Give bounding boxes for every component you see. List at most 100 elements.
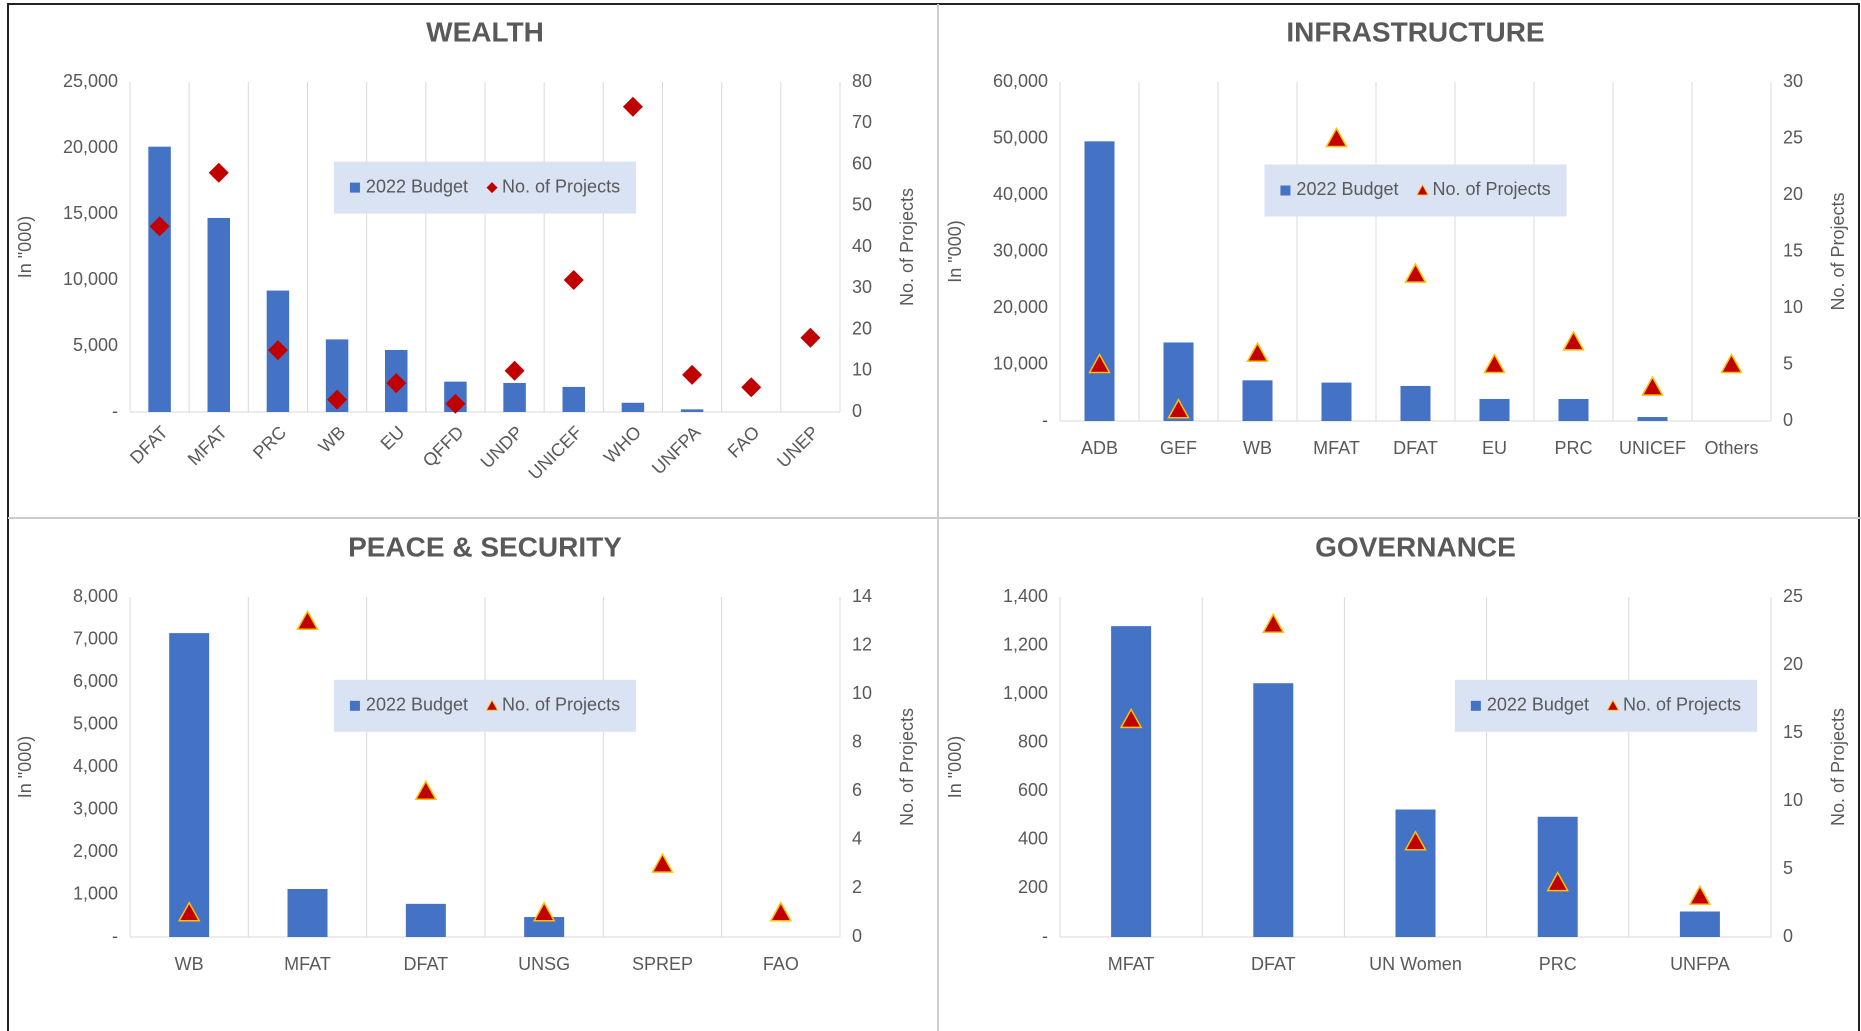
- bar: [503, 382, 526, 412]
- y2-tick-label: 10: [1783, 297, 1803, 317]
- y2-tick-label: 8: [852, 731, 862, 751]
- y2-axis-title: No. of Projects: [897, 188, 917, 306]
- x-tick-label: MFAT: [1108, 954, 1155, 974]
- y2-tick-label: 25: [1783, 586, 1803, 606]
- y-tick-label: 15,000: [63, 203, 118, 223]
- y-tick-label: 20,000: [63, 137, 118, 157]
- x-tick-label: UNICEF: [524, 422, 586, 484]
- legend: 2022 Budget No. of Projects: [333, 161, 637, 214]
- marker: [1688, 884, 1712, 905]
- y2-tick-label: 30: [852, 277, 872, 297]
- chart-title: GOVERNANCE: [1315, 531, 1516, 562]
- x-tick-label: FAO: [724, 422, 764, 462]
- y2-axis-title: No. of Projects: [1828, 708, 1848, 826]
- x-tick-label: EU: [377, 422, 409, 454]
- legend-swatch: [1470, 700, 1481, 711]
- x-tick-label: MFAT: [284, 954, 331, 974]
- legend-label: No. of Projects: [502, 695, 620, 715]
- x-tick-label: EU: [1482, 438, 1507, 458]
- y-tick-label: 800: [1018, 731, 1048, 751]
- y2-tick-label: 2: [852, 877, 862, 897]
- bar: [1253, 683, 1294, 937]
- chart-panel: INFRASTRUCTURE - 10,000 20,000 30,000 40,000 5…: [945, 16, 1848, 458]
- y2-tick-label: 0: [852, 401, 862, 421]
- y2-tick-label: 60: [852, 153, 872, 173]
- y-tick-label: 600: [1018, 780, 1048, 800]
- chart-panel: GOVERNANCE - 200 400 600 800 1,000 1,200 1,400 0 5…: [945, 531, 1848, 974]
- bar: [1637, 417, 1668, 421]
- y2-tick-label: 30: [1783, 71, 1803, 91]
- y2-tick-label: 20: [1783, 184, 1803, 204]
- y2-tick-label: 6: [852, 780, 862, 800]
- marker: [563, 270, 584, 290]
- bar: [1558, 398, 1589, 421]
- y2-tick-label: 15: [1783, 240, 1803, 260]
- legend-swatch: [349, 182, 360, 193]
- x-tick-label: UNDP: [477, 422, 527, 472]
- y2-tick-label: 70: [852, 112, 872, 132]
- y-tick-label: 400: [1018, 829, 1048, 849]
- chart-panel: PEACE & SECURITY - 1,000 2,000 3,000 4,000 5,0…: [15, 531, 917, 974]
- x-tick-label: UNEP: [773, 422, 823, 472]
- x-tick-label: UNFPA: [1670, 954, 1730, 974]
- bar: [1400, 385, 1431, 421]
- y2-tick-label: 0: [1783, 926, 1793, 946]
- bar: [562, 386, 585, 412]
- marker: [651, 852, 674, 873]
- legend: 2022 Budget No. of Projects: [1264, 164, 1567, 217]
- y-tick-label: 1,200: [1003, 634, 1048, 654]
- x-tick-label: UNFPA: [648, 422, 704, 478]
- legend-label: 2022 Budget: [1296, 179, 1398, 199]
- bar: [1111, 626, 1152, 937]
- bar: [621, 402, 645, 412]
- chart-title: WEALTH: [426, 16, 544, 47]
- marker: [1246, 341, 1269, 362]
- legend-label: 2022 Budget: [366, 695, 468, 715]
- marker: [741, 377, 762, 398]
- y2-tick-label: 20: [852, 318, 872, 338]
- x-tick-label: MFAT: [184, 422, 231, 469]
- legend-swatch: [1280, 185, 1291, 196]
- marker: [296, 609, 319, 631]
- y-axis-title: In "000): [15, 736, 35, 798]
- legend-label: No. of Projects: [502, 176, 620, 196]
- x-tick-label: DFAT: [1251, 954, 1296, 974]
- bar: [287, 888, 328, 937]
- y-tick-label: 25,000: [63, 71, 118, 91]
- bar: [1242, 380, 1273, 421]
- y-tick-label: 5,000: [73, 335, 118, 355]
- legend: 2022 Budget No. of Projects: [1454, 679, 1757, 732]
- legend-label: 2022 Budget: [1487, 695, 1589, 715]
- y-tick-label: 1,000: [1003, 683, 1048, 703]
- y2-tick-label: 0: [852, 926, 862, 946]
- x-tick-label: ADB: [1081, 438, 1118, 458]
- y-tick-label: 8,000: [73, 586, 118, 606]
- y-tick-label: 200: [1018, 877, 1048, 897]
- bar: [148, 146, 171, 412]
- x-tick-label: QFFD: [419, 422, 468, 471]
- marker: [414, 779, 438, 801]
- y2-tick-label: 50: [852, 195, 872, 215]
- x-tick-label: SPREP: [632, 954, 693, 974]
- x-tick-label: Others: [1704, 438, 1758, 458]
- marker: [1562, 330, 1585, 351]
- marker: [1262, 612, 1285, 633]
- y-tick-label: 1,000: [73, 883, 118, 903]
- legend: 2022 Budget No. of Projects: [333, 679, 637, 732]
- bar: [1479, 398, 1510, 421]
- y-tick-label: 50,000: [993, 127, 1048, 147]
- bar: [1395, 809, 1436, 937]
- y-tick-label: -: [1042, 410, 1048, 430]
- y2-tick-label: 25: [1783, 127, 1803, 147]
- bar: [169, 633, 210, 937]
- x-tick-label: PRC: [1539, 954, 1577, 974]
- chart-panel: WEALTH - 5,000 10,000 15,000 20,000 25,000 0 10 2…: [15, 16, 917, 484]
- bar: [1679, 911, 1720, 937]
- y2-tick-label: 12: [852, 634, 872, 654]
- x-tick-label: WB: [1243, 438, 1272, 458]
- y-axis-title: In "000): [15, 216, 35, 278]
- x-tick-label: GEF: [1160, 438, 1197, 458]
- x-tick-label: DFAT: [126, 422, 172, 468]
- y-tick-label: 10,000: [63, 269, 118, 289]
- y-axis-title: In "000): [945, 220, 965, 282]
